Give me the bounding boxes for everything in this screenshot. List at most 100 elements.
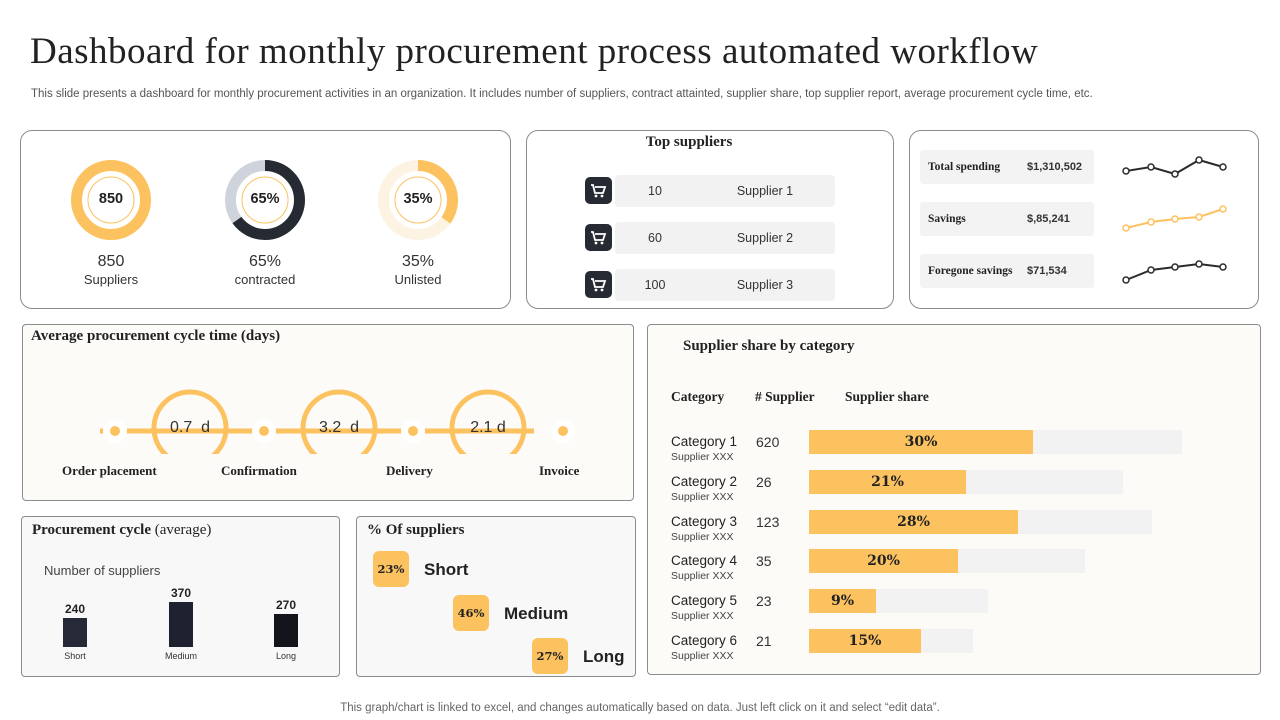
- pct-label: Short: [424, 560, 469, 579]
- category-share-label: 9%: [830, 593, 855, 610]
- procurement-cycle-title-rest: (average): [150, 522, 212, 538]
- spending-row: Foregone savings $71,534: [920, 254, 1094, 288]
- bar-label: Long: [275, 651, 297, 661]
- category-sub: Supplier XXX: [671, 570, 734, 583]
- bar-medium: [169, 602, 193, 647]
- category-sub: Supplier XXX: [671, 490, 734, 503]
- stat-number: 35%: [401, 253, 435, 270]
- category-share-label: 28%: [897, 513, 930, 530]
- spending-label: Total spending: [928, 161, 1001, 173]
- category-fill: [809, 629, 921, 653]
- cart-icon: [585, 224, 612, 251]
- bar-value: 370: [170, 586, 192, 600]
- category-name: Category 3: [671, 513, 738, 529]
- supplier-value: 10: [648, 184, 662, 198]
- ring-gap-1: [142, 454, 238, 474]
- category-share-label: 30%: [904, 434, 938, 450]
- cart-icon: [585, 177, 612, 204]
- supplier-name: Supplier 2: [736, 231, 794, 245]
- category-fill: [809, 549, 958, 574]
- bar-short: [63, 618, 87, 647]
- bar-value: 270: [275, 598, 297, 612]
- category-fill: [809, 430, 1033, 454]
- pct-suppliers-panel: [356, 516, 636, 677]
- cycle-time-title: Average procurement cycle time (days): [31, 328, 281, 344]
- supplier-row: 60 Supplier 2: [585, 222, 835, 254]
- supplier-bar: [615, 222, 835, 254]
- duration-2: 3.2 d: [318, 419, 360, 436]
- col-header-category: Category: [671, 389, 725, 404]
- category-sub: Supplier XXX: [671, 650, 734, 662]
- stat-number: 65%: [248, 253, 282, 270]
- supplier-value: 100: [644, 278, 666, 292]
- stat-number: 850: [97, 253, 125, 270]
- donut-center-value: 65%: [250, 191, 280, 207]
- footer-note: This graph/chart is linked to excel, and…: [340, 702, 940, 714]
- category-fill: [809, 589, 876, 614]
- donut-inner-ring: [241, 176, 289, 224]
- category-sub: Supplier XXX: [671, 610, 734, 623]
- donut-inner-ring: [87, 176, 135, 224]
- pct-badge: 23%: [373, 551, 409, 587]
- category-share-panel: [647, 324, 1261, 675]
- supplier-bar: [615, 269, 835, 301]
- bar-label: Short: [64, 651, 86, 661]
- category-count: 123: [756, 513, 780, 530]
- step-confirmation: Confirmation: [221, 463, 297, 478]
- spending-value: $1,310,502: [1027, 161, 1083, 173]
- category-name: Category 6: [671, 633, 738, 648]
- step-dot-1: [110, 426, 120, 436]
- duration-1: 0.7 d: [169, 419, 211, 436]
- spending-value: $71,534: [1027, 265, 1067, 277]
- step-dot-2: [259, 426, 269, 436]
- ring-gap-2: [291, 454, 387, 474]
- bars-subtitle: Number of suppliers: [44, 563, 161, 578]
- page-subtitle: This slide presents a dashboard for mont…: [31, 88, 1093, 100]
- pct-suppliers-title: % Of suppliers: [367, 522, 465, 538]
- category-share-label: 15%: [848, 633, 882, 649]
- page-title: Dashboard for monthly procurement proces…: [30, 31, 1039, 72]
- donut-arc: [378, 160, 458, 240]
- category-count: 35: [756, 553, 772, 570]
- step-invoice: Invoice: [539, 463, 580, 478]
- category-share-label: 20%: [867, 553, 900, 570]
- category-share-title: Supplier share by category: [683, 338, 855, 354]
- spending-row: Total spending $1,310,502: [920, 150, 1094, 184]
- category-name: Category 5: [671, 593, 738, 609]
- pct-badge: 27%: [532, 638, 568, 674]
- category-fill: [809, 509, 1018, 534]
- donut-chart-1: [71, 160, 151, 240]
- category-count: 620: [756, 434, 780, 450]
- donut-chart-3: [378, 160, 458, 240]
- bar-long: [274, 614, 298, 647]
- procurement-cycle-title: Procurement cycle (average): [32, 522, 211, 539]
- category-name: Category 1: [671, 434, 738, 449]
- procurement-cycle-panel: [21, 516, 340, 677]
- donut-arc: [225, 160, 305, 240]
- category-fill: [809, 469, 966, 494]
- ring-gap-3: [440, 454, 536, 474]
- donut-center-value: 850: [98, 191, 124, 207]
- step-delivery: Delivery: [386, 463, 433, 478]
- col-header-supplier-count: # Supplier: [755, 389, 815, 404]
- supplier-name: Supplier 1: [736, 184, 794, 198]
- donut-arc: [71, 160, 151, 240]
- spending-label: Foregone savings: [928, 265, 1013, 277]
- pct-badge: 46%: [453, 595, 489, 631]
- step-dot-4: [558, 426, 568, 436]
- category-count: 21: [756, 633, 772, 649]
- bar-value: 240: [64, 602, 86, 616]
- cart-icon: [585, 271, 612, 298]
- donut-center-value: 35%: [403, 191, 433, 207]
- spending-label: Savings: [928, 213, 966, 225]
- supplier-row: 100 Supplier 3: [585, 269, 835, 301]
- pct-label: Medium: [504, 604, 569, 623]
- duration-3: 2.1 d: [470, 419, 506, 436]
- top-suppliers-title: Top suppliers: [645, 134, 733, 150]
- supplier-bar: [615, 175, 835, 207]
- stat-label: contracted: [234, 272, 296, 287]
- stat-label: Suppliers: [83, 272, 139, 287]
- category-sub: Supplier XXX: [671, 451, 734, 463]
- procurement-cycle-title-bold: Procurement cycle: [32, 522, 151, 538]
- donut-inner-ring: [394, 176, 442, 224]
